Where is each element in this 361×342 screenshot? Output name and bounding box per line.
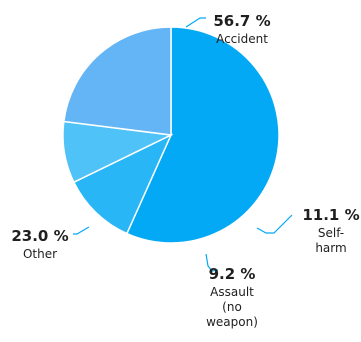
leader-line-accident [185,17,206,28]
slice-percent-self-harm: 11.1 % [302,206,359,224]
slice-percent-other: 23.0 % [11,227,68,245]
leader-lines [73,17,293,272]
slice-self-harm [72,133,173,235]
slice-percent-accident: 56.7 % [213,12,270,30]
slice-label-other-line-1: Other [23,247,57,261]
slice-label-assault-line-3: weapon) [206,315,258,329]
leader-line-self-harm [256,214,293,234]
slice-other [63,26,172,136]
pie-slices [62,26,280,244]
slice-label-assault-line-1: Assault [210,285,254,299]
slice-labels: 56.7 % Accident 11.1 % Self-harm 9.2 % Assaul… [11,12,359,329]
slice-label-self-harm-line-1: Self- [318,226,344,240]
slice-percent-assault: 9.2 % [209,265,256,283]
leader-line-other [73,226,90,235]
slice-accident [125,26,280,244]
slice-label-accident-line-1: Accident [216,32,268,46]
slice-label-assault-line-2: (no [222,300,242,314]
leader-line-assault [205,253,219,272]
slice-label-self-harm-line-2: harm [315,241,346,255]
